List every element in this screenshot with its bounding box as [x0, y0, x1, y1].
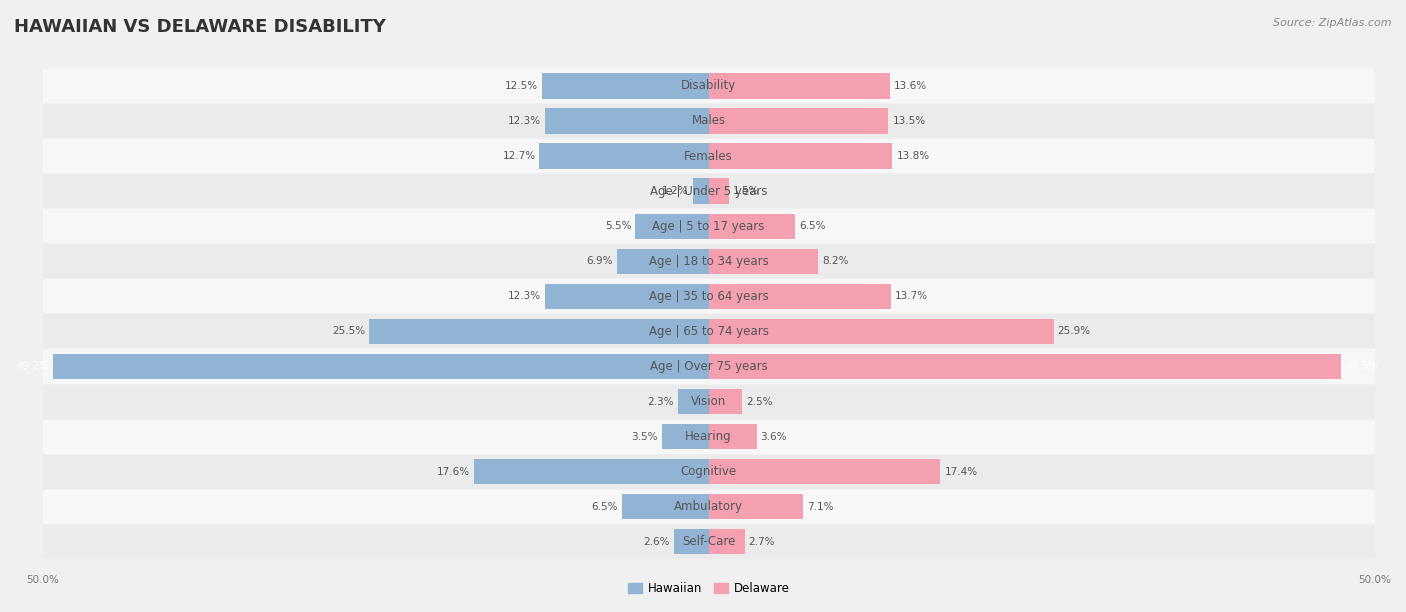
Text: 3.5%: 3.5%: [631, 431, 658, 442]
Text: 17.6%: 17.6%: [437, 467, 470, 477]
Text: 13.6%: 13.6%: [894, 81, 927, 91]
Bar: [474, 459, 709, 484]
Bar: [543, 73, 709, 99]
Text: 2.6%: 2.6%: [644, 537, 671, 547]
Bar: [709, 494, 803, 520]
Text: 25.9%: 25.9%: [1057, 326, 1091, 337]
Bar: [693, 179, 709, 204]
Bar: [42, 384, 1375, 419]
Bar: [42, 69, 1375, 103]
Text: Age | Under 5 years: Age | Under 5 years: [650, 185, 768, 198]
Bar: [42, 209, 1375, 243]
Text: 13.5%: 13.5%: [893, 116, 925, 126]
Text: Age | 5 to 17 years: Age | 5 to 17 years: [652, 220, 765, 233]
Text: Age | 65 to 74 years: Age | 65 to 74 years: [648, 325, 769, 338]
Bar: [42, 490, 1375, 524]
Text: Females: Females: [685, 149, 733, 163]
Text: 7.1%: 7.1%: [807, 502, 834, 512]
Bar: [540, 143, 709, 169]
Text: 2.3%: 2.3%: [648, 397, 673, 406]
Text: 6.5%: 6.5%: [799, 221, 825, 231]
Bar: [709, 179, 728, 204]
Text: 6.5%: 6.5%: [592, 502, 619, 512]
Bar: [709, 143, 893, 169]
Bar: [42, 244, 1375, 278]
Bar: [709, 284, 891, 309]
Text: 5.5%: 5.5%: [605, 221, 631, 231]
Bar: [42, 315, 1375, 348]
Text: 1.5%: 1.5%: [733, 186, 759, 196]
Bar: [709, 389, 742, 414]
Text: 1.2%: 1.2%: [662, 186, 689, 196]
Text: 8.2%: 8.2%: [823, 256, 848, 266]
Text: Age | Over 75 years: Age | Over 75 years: [650, 360, 768, 373]
Bar: [42, 420, 1375, 453]
Bar: [621, 494, 709, 520]
Text: Self-Care: Self-Care: [682, 536, 735, 548]
Bar: [709, 73, 890, 99]
Text: 6.9%: 6.9%: [586, 256, 613, 266]
Text: 12.3%: 12.3%: [508, 116, 541, 126]
Text: 13.8%: 13.8%: [897, 151, 929, 161]
Text: 12.3%: 12.3%: [508, 291, 541, 301]
Bar: [544, 108, 709, 133]
Text: 12.5%: 12.5%: [505, 81, 538, 91]
Text: 17.4%: 17.4%: [945, 467, 977, 477]
Text: Source: ZipAtlas.com: Source: ZipAtlas.com: [1274, 18, 1392, 28]
Bar: [42, 139, 1375, 173]
Text: Hearing: Hearing: [685, 430, 733, 443]
Text: HAWAIIAN VS DELAWARE DISABILITY: HAWAIIAN VS DELAWARE DISABILITY: [14, 18, 385, 36]
Bar: [709, 529, 745, 554]
Text: 49.2%: 49.2%: [17, 362, 49, 371]
Bar: [709, 319, 1053, 344]
Legend: Hawaiian, Delaware: Hawaiian, Delaware: [623, 577, 794, 600]
Text: Disability: Disability: [681, 80, 737, 92]
Text: 47.5%: 47.5%: [1346, 362, 1378, 371]
Bar: [662, 424, 709, 449]
Bar: [42, 349, 1375, 384]
Bar: [709, 424, 756, 449]
Bar: [636, 214, 709, 239]
Text: 12.7%: 12.7%: [502, 151, 536, 161]
Bar: [53, 354, 709, 379]
Text: 2.7%: 2.7%: [748, 537, 775, 547]
Bar: [673, 529, 709, 554]
Bar: [709, 214, 796, 239]
Bar: [544, 284, 709, 309]
Bar: [42, 174, 1375, 208]
Bar: [617, 248, 709, 274]
Text: Age | 18 to 34 years: Age | 18 to 34 years: [648, 255, 769, 268]
Text: 13.7%: 13.7%: [896, 291, 928, 301]
Text: 2.5%: 2.5%: [747, 397, 772, 406]
Bar: [42, 104, 1375, 138]
Bar: [709, 354, 1341, 379]
Text: Males: Males: [692, 114, 725, 127]
Bar: [678, 389, 709, 414]
Bar: [42, 455, 1375, 489]
Bar: [42, 525, 1375, 559]
Text: Ambulatory: Ambulatory: [673, 500, 744, 513]
Bar: [42, 279, 1375, 313]
Bar: [709, 108, 889, 133]
Bar: [368, 319, 709, 344]
Bar: [709, 459, 941, 484]
Text: Cognitive: Cognitive: [681, 465, 737, 478]
Text: Age | 35 to 64 years: Age | 35 to 64 years: [648, 290, 769, 303]
Text: Vision: Vision: [690, 395, 727, 408]
Text: 3.6%: 3.6%: [761, 431, 787, 442]
Text: 25.5%: 25.5%: [332, 326, 366, 337]
Bar: [709, 248, 818, 274]
